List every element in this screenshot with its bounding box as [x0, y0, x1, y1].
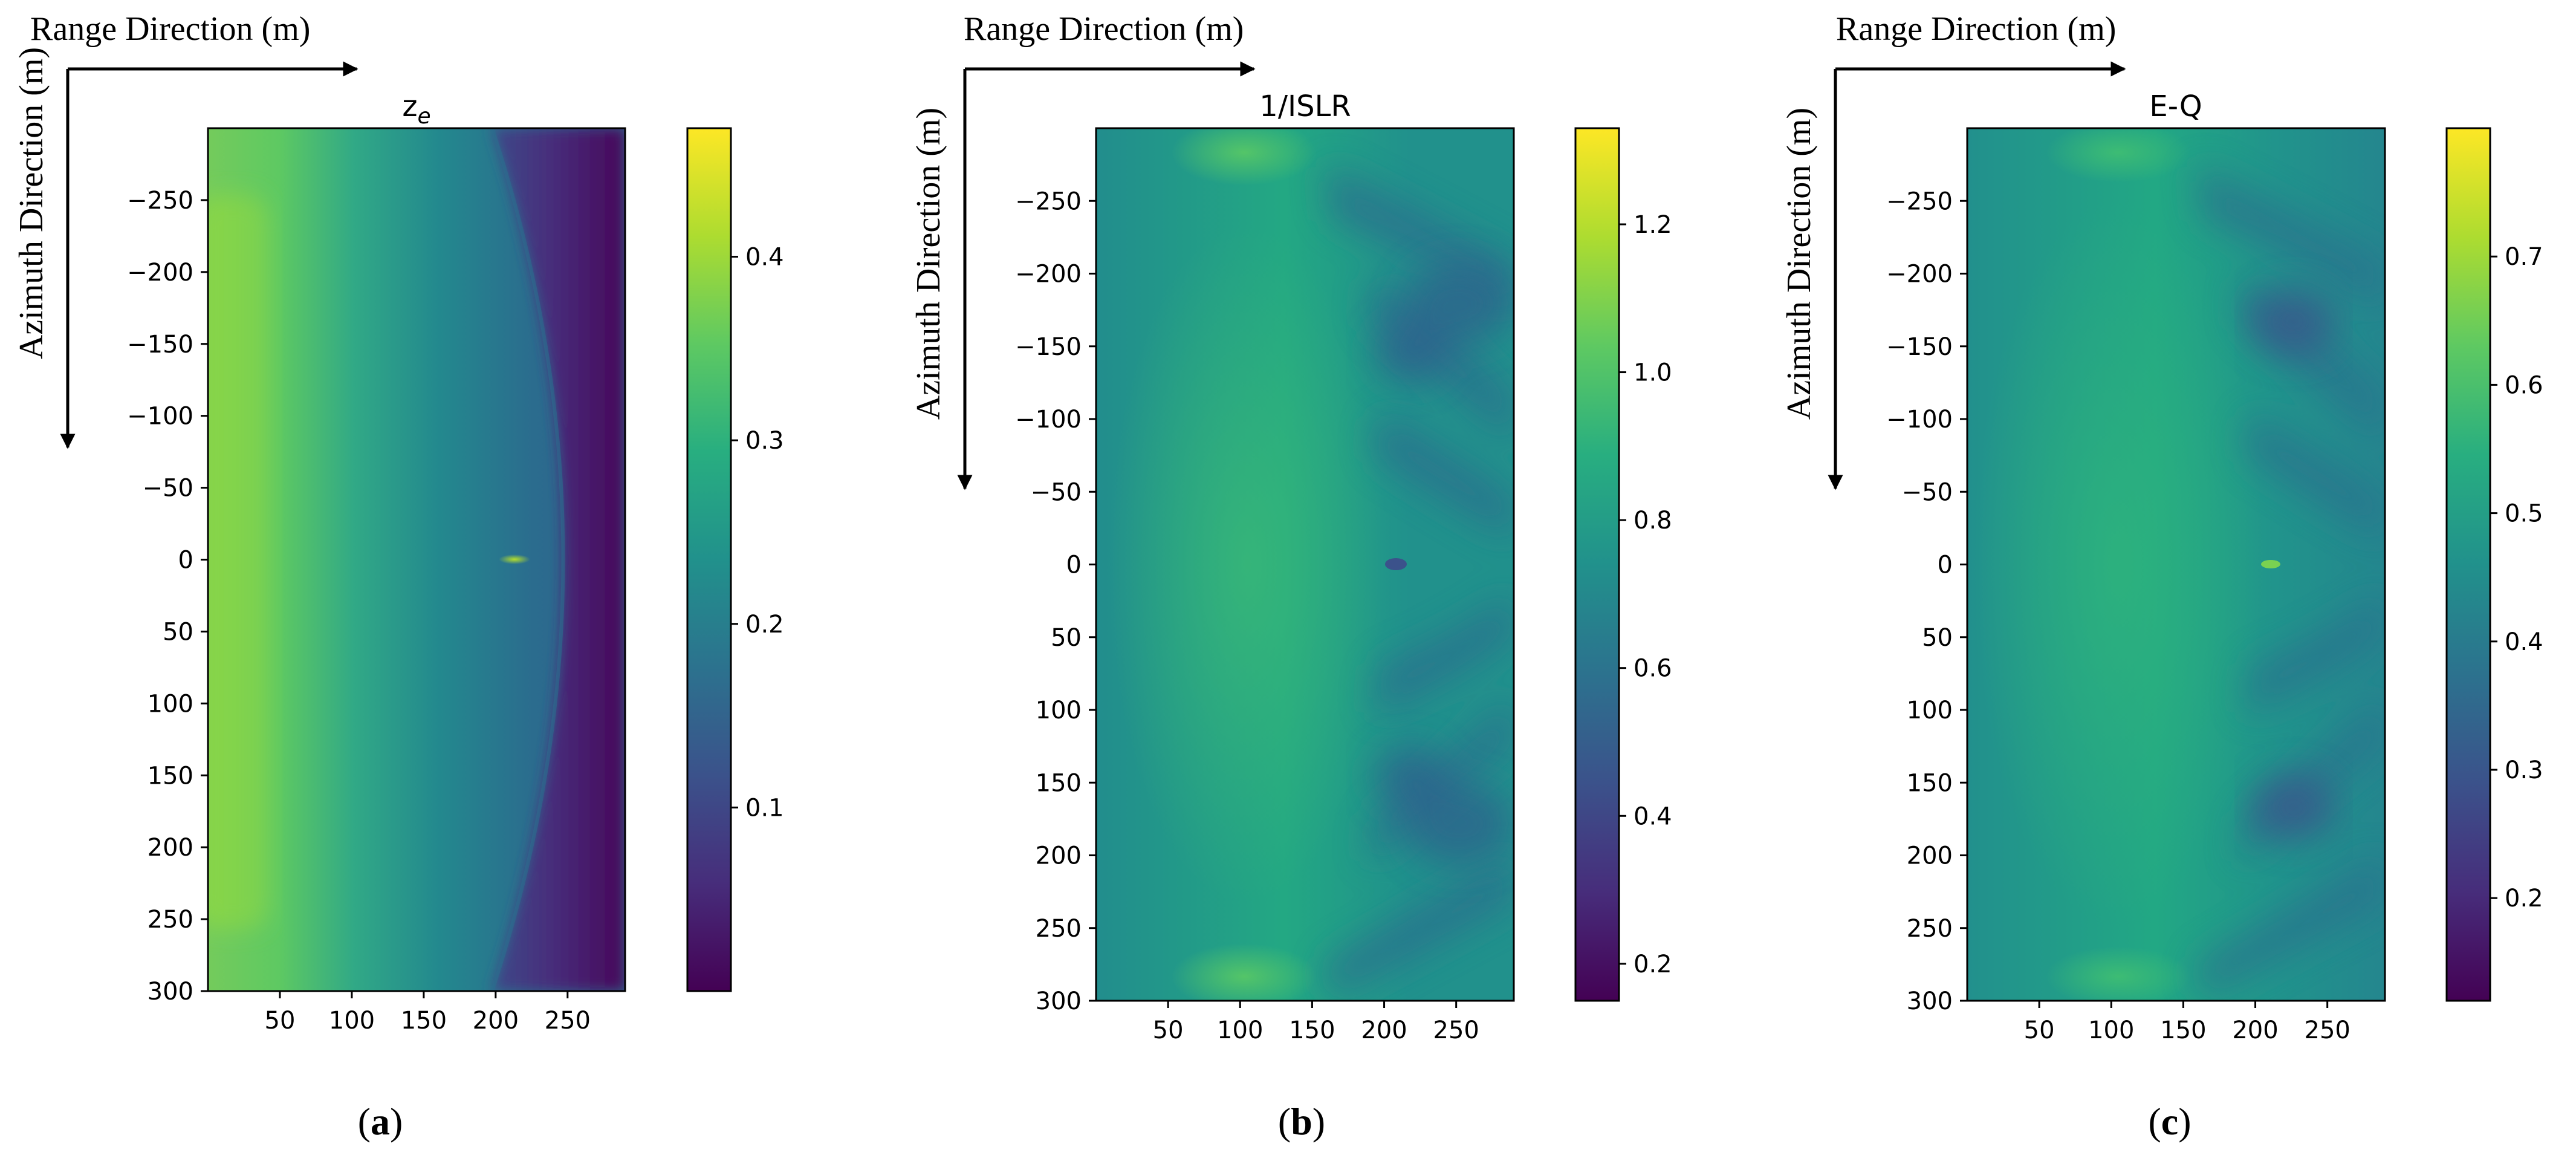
- colorbar-tick-label: 0.3: [745, 427, 784, 455]
- y-tick-label: 200: [1036, 842, 1082, 870]
- y-axis: −250 −200 −150 −100 −50 0 50 100 150 200 250 300: [1015, 187, 1096, 1015]
- x-tick-label: 150: [401, 1007, 447, 1035]
- panel-label: (a): [358, 1100, 403, 1143]
- y-tick-label: 150: [1036, 769, 1082, 797]
- y-tick-label: −150: [1015, 333, 1082, 361]
- y-tick-label: −50: [1902, 478, 1953, 506]
- colorbar-tick-label: 0.3: [2505, 756, 2543, 784]
- y-tick-label: 0: [1938, 551, 1953, 579]
- colorbar-tick-label: 1.2: [1634, 211, 1672, 239]
- x-tick-label: 50: [1153, 1016, 1184, 1044]
- colorbar-tick-label: 0.4: [745, 244, 784, 272]
- y-tick-label: 50: [1051, 624, 1082, 652]
- range-direction-label: Range Direction (m): [30, 10, 310, 48]
- x-tick-label: 200: [2232, 1016, 2278, 1044]
- azimuth-direction-label: Azimuth Direction (m): [910, 108, 947, 420]
- panel-label: (b): [1278, 1100, 1325, 1143]
- colorbar-tick-label: 0.1: [745, 794, 784, 822]
- y-tick-label: −200: [1886, 261, 1953, 288]
- y-tick-label: 50: [163, 618, 193, 646]
- heatmap-field: [1096, 128, 1514, 1001]
- y-tick-label: −100: [127, 403, 193, 431]
- y-tick-label: −100: [1015, 406, 1082, 434]
- x-tick-label: 150: [1289, 1016, 1335, 1044]
- y-tick-label: −200: [1015, 261, 1082, 288]
- range-direction-label: Range Direction (m): [964, 10, 1244, 48]
- x-tick-label: 250: [545, 1007, 591, 1035]
- y-tick-label: −250: [127, 187, 193, 215]
- plot-title: E-Q: [2149, 89, 2202, 123]
- y-tick-label: 150: [1907, 769, 1953, 797]
- colorbar-tick-label: 0.8: [1634, 507, 1672, 535]
- y-tick-label: 150: [148, 762, 193, 790]
- azimuth-direction-label: Azimuth Direction (m): [1780, 108, 1818, 420]
- x-tick-label: 50: [265, 1007, 296, 1035]
- x-tick-label: 100: [1217, 1016, 1263, 1044]
- y-tick-label: 0: [1066, 551, 1082, 579]
- colorbar: [2445, 127, 2491, 1002]
- x-tick-label: 200: [1361, 1016, 1407, 1044]
- panel-a: Range Direction (m) Azimuth Direction (m…: [13, 10, 784, 1143]
- x-tick-label: 50: [2024, 1016, 2055, 1044]
- y-tick-label: −50: [143, 475, 193, 502]
- x-axis: 50 100 150 200 250: [1153, 1001, 1479, 1044]
- y-tick-label: 250: [1907, 915, 1953, 943]
- x-tick-label: 100: [329, 1007, 375, 1035]
- y-tick-label: 200: [148, 834, 193, 862]
- colorbar-tick-label: 0.4: [1634, 802, 1672, 830]
- x-tick-label: 250: [2305, 1016, 2351, 1044]
- y-tick-label: 300: [1907, 987, 1953, 1015]
- y-tick-label: −200: [127, 259, 193, 287]
- colorbar-axis: 0.2 0.4 0.6 0.8 1.0 1.2: [1619, 211, 1672, 978]
- panel-c: Range Direction (m) Azimuth Direction (m…: [1780, 10, 2543, 1143]
- y-tick-label: 100: [1036, 697, 1082, 724]
- colorbar-axis: 0.1 0.2 0.3 0.4: [731, 244, 784, 822]
- x-tick-label: 100: [2088, 1016, 2134, 1044]
- x-tick-label: 150: [2160, 1016, 2206, 1044]
- heatmap-field: [1967, 128, 2385, 1001]
- plot-title: ze: [402, 89, 430, 129]
- y-axis: −250 −200 −150 −100 −50 0 50 100 150 200 250 300: [1886, 187, 1967, 1015]
- y-tick-label: −100: [1886, 406, 1953, 434]
- y-tick-label: −50: [1031, 478, 1082, 506]
- colorbar-tick-label: 0.4: [2505, 628, 2543, 656]
- range-direction-label: Range Direction (m): [1836, 10, 2116, 48]
- colorbar: [686, 127, 732, 992]
- y-axis: −250 −200 −150 −100 −50 0 50 100 150 200 250 300: [127, 187, 208, 1006]
- y-tick-label: −150: [127, 331, 193, 359]
- x-tick-label: 250: [1433, 1016, 1479, 1044]
- y-tick-label: 50: [1922, 624, 1953, 652]
- y-tick-label: 300: [148, 978, 193, 1006]
- y-tick-label: 100: [148, 690, 193, 718]
- x-axis: 50 100 150 200 250: [265, 991, 591, 1035]
- panel-b: Range Direction (m) Azimuth Direction (m…: [910, 10, 1672, 1143]
- y-tick-label: 250: [148, 906, 193, 934]
- colorbar-tick-label: 0.2: [2505, 885, 2543, 912]
- y-tick-label: −150: [1886, 333, 1953, 361]
- colorbar-tick-label: 0.2: [1634, 951, 1672, 978]
- colorbar-tick-label: 0.2: [745, 611, 784, 639]
- colorbar-tick-label: 0.6: [2505, 371, 2543, 399]
- azimuth-direction-label: Azimuth Direction (m): [13, 47, 50, 359]
- x-axis: 50 100 150 200 250: [2024, 1001, 2351, 1044]
- colorbar-axis: 0.2 0.3 0.4 0.5 0.6 0.7: [2490, 243, 2543, 912]
- colorbar-tick-label: 0.6: [1634, 655, 1672, 683]
- plot-title: 1/ISLR: [1259, 89, 1351, 123]
- x-tick-label: 200: [473, 1007, 519, 1035]
- colorbar-tick-label: 0.7: [2505, 243, 2543, 271]
- y-tick-label: −250: [1886, 187, 1953, 215]
- heatmap-field: [208, 128, 625, 991]
- y-tick-label: 300: [1036, 987, 1082, 1015]
- y-tick-label: 250: [1036, 915, 1082, 943]
- y-tick-label: 200: [1907, 842, 1953, 870]
- panel-label: (c): [2148, 1100, 2191, 1143]
- y-tick-label: 0: [178, 547, 193, 574]
- colorbar: [1574, 127, 1620, 1002]
- colorbar-tick-label: 1.0: [1634, 359, 1672, 387]
- y-tick-label: −250: [1015, 187, 1082, 215]
- y-tick-label: 100: [1907, 697, 1953, 724]
- colorbar-tick-label: 0.5: [2505, 500, 2543, 528]
